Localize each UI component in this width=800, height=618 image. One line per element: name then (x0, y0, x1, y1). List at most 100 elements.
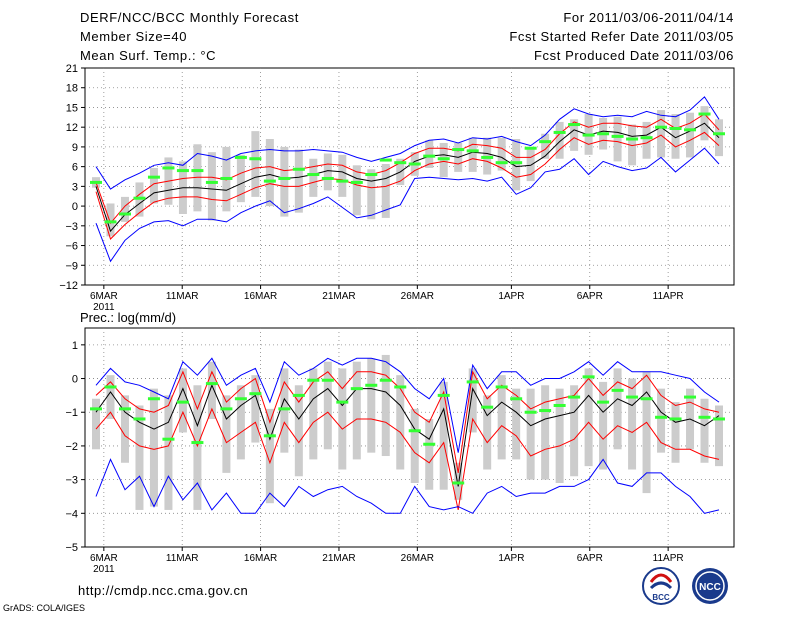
member-range-bar (555, 388, 564, 483)
x-year-label: 2011 (93, 564, 115, 575)
member-range-bar (236, 154, 245, 203)
member-range-bar (468, 368, 477, 433)
y-tick-label: 9 (72, 142, 78, 154)
member-range-bar (512, 139, 521, 191)
member-range-bar (164, 395, 173, 510)
observation-marker (597, 132, 610, 136)
member-range-bar (265, 139, 274, 207)
observation-marker (90, 407, 102, 411)
precip-panel-title: Prec.: log(mm/d) (80, 310, 176, 325)
member-range-bar (251, 131, 260, 197)
observation-marker (133, 196, 146, 200)
member-range-bar (584, 368, 593, 467)
observation-marker (379, 158, 392, 162)
member-range-bar (599, 381, 608, 470)
member-range-bar (628, 124, 637, 166)
observation-marker (510, 397, 523, 401)
header-start-date: Fcst Started Refer Date 2011/03/05 (509, 29, 734, 44)
x-tick-label: 21MAR (322, 291, 355, 302)
member-range-bar (338, 368, 347, 470)
member-range-bar (280, 146, 289, 217)
header-title: DERF/NCC/BCC Monthly Forecast (80, 10, 299, 25)
member-range-bar (700, 398, 709, 463)
observation-marker (553, 130, 566, 134)
y-tick-label: −6 (65, 241, 78, 253)
y-tick-label: −12 (59, 280, 78, 292)
observation-marker (162, 166, 175, 170)
member-range-bar (251, 375, 260, 443)
temperature-panel: −12 −9 −6 −3 0 3 6 9 12 15 18 21 6MAR 11MAR 16MAR 21MAR… (59, 63, 734, 313)
member-range-bar (92, 398, 100, 450)
observation-marker (249, 157, 262, 161)
observation-marker (263, 179, 276, 183)
member-range-bar (512, 388, 521, 460)
y-tick-label: −9 (65, 260, 78, 272)
observation-marker (336, 400, 349, 404)
observation-marker (495, 161, 508, 165)
member-range-bar (265, 408, 274, 504)
observation-marker (249, 392, 262, 396)
member-range-bar (207, 152, 216, 221)
member-range-bar (657, 388, 666, 453)
observation-marker (539, 409, 552, 413)
y-tick-label: 18 (66, 83, 78, 95)
series-min (95, 458, 720, 514)
y-tick-label: 6 (72, 162, 78, 174)
source-url[interactable]: http://cmdp.ncc.cma.gov.cn (78, 583, 249, 598)
temperature-panel-frame (84, 67, 735, 286)
observation-marker (568, 395, 581, 399)
x-tick-label: 11APR (653, 553, 684, 564)
member-range-bar (410, 408, 419, 483)
member-range-bar (135, 405, 144, 510)
x-tick-label: 6APR (577, 553, 603, 564)
member-range-bar (120, 196, 129, 222)
member-range-bar (323, 153, 332, 191)
member-range-bar (642, 371, 651, 494)
x-tick-label: 11APR (653, 291, 684, 302)
series-min (95, 147, 720, 263)
observation-marker (278, 407, 291, 411)
y-tick-label: −3 (65, 221, 78, 233)
observation-marker (495, 385, 508, 389)
observation-marker (147, 397, 160, 401)
observation-marker (191, 169, 204, 173)
member-range-bar (193, 385, 202, 510)
observation-marker (147, 175, 160, 179)
header-member-size: Member Size=40 (80, 29, 188, 44)
member-range-bar (425, 140, 434, 168)
observation-marker (481, 405, 494, 409)
x-tick-label: 6MAR (90, 291, 118, 302)
series-upper-sd (95, 113, 720, 225)
member-range-bar (149, 388, 158, 507)
observation-marker (611, 134, 624, 138)
observation-marker (104, 385, 117, 389)
observation-marker (104, 220, 117, 224)
observation-marker (669, 126, 682, 130)
observation-marker (481, 155, 494, 159)
member-range-bar (541, 385, 550, 480)
observation-marker (350, 387, 363, 391)
member-range-bar (686, 112, 695, 158)
x-tick-label: 6MAR (90, 553, 118, 564)
observation-marker (655, 125, 668, 129)
observation-marker (437, 157, 450, 161)
header-period: For 2011/03/06-2011/04/14 (563, 10, 734, 25)
member-range-bar (454, 462, 463, 500)
x-tick-label: 26MAR (401, 291, 434, 302)
observation-marker (307, 173, 320, 177)
observation-marker (597, 400, 610, 404)
y-tick-label: 0 (72, 374, 78, 386)
member-range-bar (309, 368, 318, 460)
observation-marker (640, 136, 653, 140)
observation-marker (698, 112, 711, 116)
y-tick-label: −1 (65, 407, 78, 419)
member-range-bar (149, 167, 158, 204)
member-range-bar (671, 402, 680, 463)
x-tick-label: 11MAR (166, 291, 199, 302)
x-tick-label: 26MAR (401, 553, 434, 564)
observation-marker (336, 179, 349, 183)
observation-marker (220, 407, 233, 411)
member-range-bar (497, 137, 506, 171)
series-lower-sd (95, 131, 720, 240)
observation-marker (423, 442, 436, 446)
